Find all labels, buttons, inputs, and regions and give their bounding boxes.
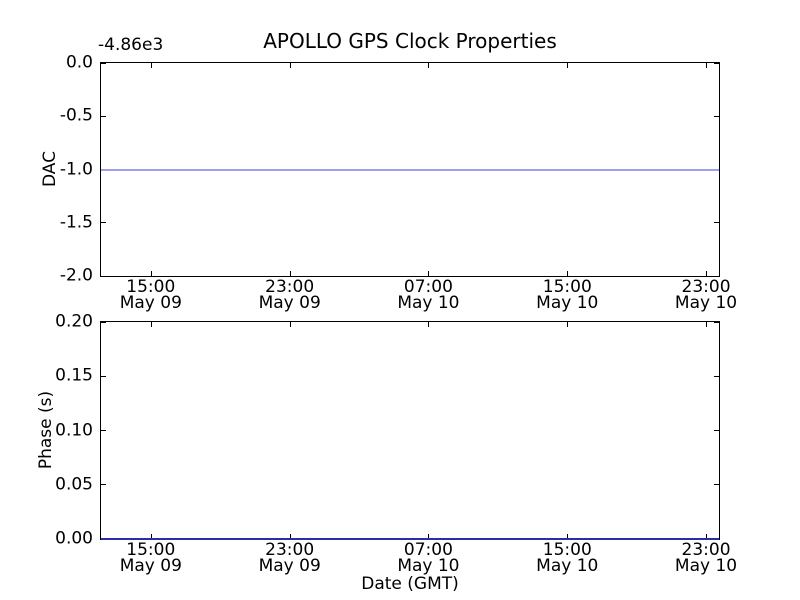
- x-tick: [706, 271, 708, 276]
- x-tick-date: May 10: [397, 556, 460, 576]
- y-tick: [714, 62, 719, 64]
- x-tick-time: 15:00: [542, 277, 592, 297]
- x-tick: [428, 271, 430, 276]
- x-tick: [428, 322, 430, 327]
- y-tick-label: 0.05: [55, 474, 93, 495]
- y-tick: [714, 321, 719, 323]
- data-line-phase: [101, 538, 719, 540]
- y-tick-label: 0.10: [55, 420, 93, 441]
- y-tick-label: 0.20: [55, 311, 93, 332]
- y-tick: [101, 115, 106, 117]
- y-tick: [101, 62, 106, 64]
- x-tick: [289, 534, 291, 539]
- phase-plot-area: 0.20 0.15 0.10 0.05 0.00 15:00 May 09 23:00 May …: [55, 312, 737, 575]
- x-tick-label: 23:00 May 10: [674, 540, 738, 576]
- y-tick: [101, 430, 106, 431]
- x-tick: [428, 534, 430, 539]
- x-tick: [428, 63, 430, 68]
- x-tick-date: May 10: [536, 556, 599, 576]
- x-tick-date: May 10: [397, 293, 460, 313]
- x-tick-label: 23:00 May 09: [258, 540, 321, 576]
- x-tick-label: 15:00 May 10: [536, 540, 599, 576]
- y-axis-label-phase: Phase (s): [36, 390, 56, 470]
- x-tick-date: May 09: [258, 556, 321, 576]
- y-tick: [714, 115, 719, 117]
- x-tick-time: 23:00: [265, 277, 315, 297]
- y-tick: [101, 222, 106, 224]
- x-tick-label: 07:00 May 10: [397, 540, 460, 576]
- dac-plot-area: 0.0 -0.5 -1.0 -1.5 -2.0 15:00 May 09 23:00 May 0…: [60, 53, 737, 312]
- x-tick: [567, 63, 569, 68]
- y-tick: [714, 430, 719, 431]
- y-tick: [714, 222, 719, 224]
- x-tick: [289, 271, 291, 276]
- y-tick-label: 0.15: [55, 365, 93, 386]
- y-tick-label: 0.00: [55, 528, 93, 549]
- x-tick-label: 15:00 May 09: [119, 277, 182, 313]
- x-tick-date: May 09: [119, 556, 182, 576]
- x-tick: [706, 534, 708, 539]
- x-tick: [150, 63, 152, 68]
- x-tick-date: May 10: [674, 293, 738, 313]
- x-tick: [289, 63, 291, 68]
- y-tick: [714, 275, 719, 277]
- x-tick-label: 07:00 May 10: [397, 277, 460, 313]
- x-tick-time: 07:00: [403, 540, 453, 560]
- y-axis-offset-text: -4.86e3: [98, 35, 164, 55]
- y-tick-label: 0.0: [65, 52, 93, 73]
- x-tick: [567, 271, 569, 276]
- x-tick-time: 15:00: [542, 540, 592, 560]
- y-tick: [101, 321, 106, 323]
- x-tick: [150, 322, 152, 327]
- x-tick-time: 23:00: [265, 540, 315, 560]
- x-tick-label: 15:00 May 10: [536, 277, 599, 313]
- x-tick: [150, 271, 152, 276]
- x-tick-label: 23:00 May 10: [674, 277, 738, 313]
- y-tick: [714, 375, 719, 377]
- x-tick-time: 07:00: [403, 277, 453, 297]
- x-tick: [706, 322, 708, 327]
- x-tick-date: May 09: [258, 293, 321, 313]
- x-tick-time: 23:00: [681, 277, 731, 297]
- x-tick-time: 15:00: [126, 277, 176, 297]
- x-tick-date: May 10: [674, 556, 738, 576]
- y-axis-label-dac: DAC: [40, 151, 60, 187]
- x-tick-time: 15:00: [126, 540, 176, 560]
- y-tick-label: -1.5: [59, 212, 93, 233]
- chart-title: APOLLO GPS Clock Properties: [263, 29, 557, 53]
- x-tick: [289, 322, 291, 327]
- y-tick: [101, 375, 106, 377]
- y-tick-label: -0.5: [59, 105, 93, 126]
- y-tick: [101, 275, 106, 277]
- x-tick: [706, 63, 708, 68]
- x-tick-label: 23:00 May 09: [258, 277, 321, 313]
- x-tick-date: May 09: [119, 293, 182, 313]
- x-tick: [567, 322, 569, 327]
- y-tick-label: -1.0: [59, 159, 93, 180]
- x-tick-date: May 10: [536, 293, 599, 313]
- x-tick: [150, 534, 152, 539]
- y-tick-label: -2.0: [59, 265, 93, 286]
- y-tick: [714, 484, 719, 486]
- x-axis-label: Date (GMT): [361, 574, 459, 594]
- x-tick: [567, 534, 569, 539]
- x-tick-time: 23:00: [681, 540, 731, 560]
- y-tick: [101, 484, 106, 486]
- x-tick-label: 15:00 May 09: [119, 540, 182, 576]
- data-line-dac: [101, 168, 719, 171]
